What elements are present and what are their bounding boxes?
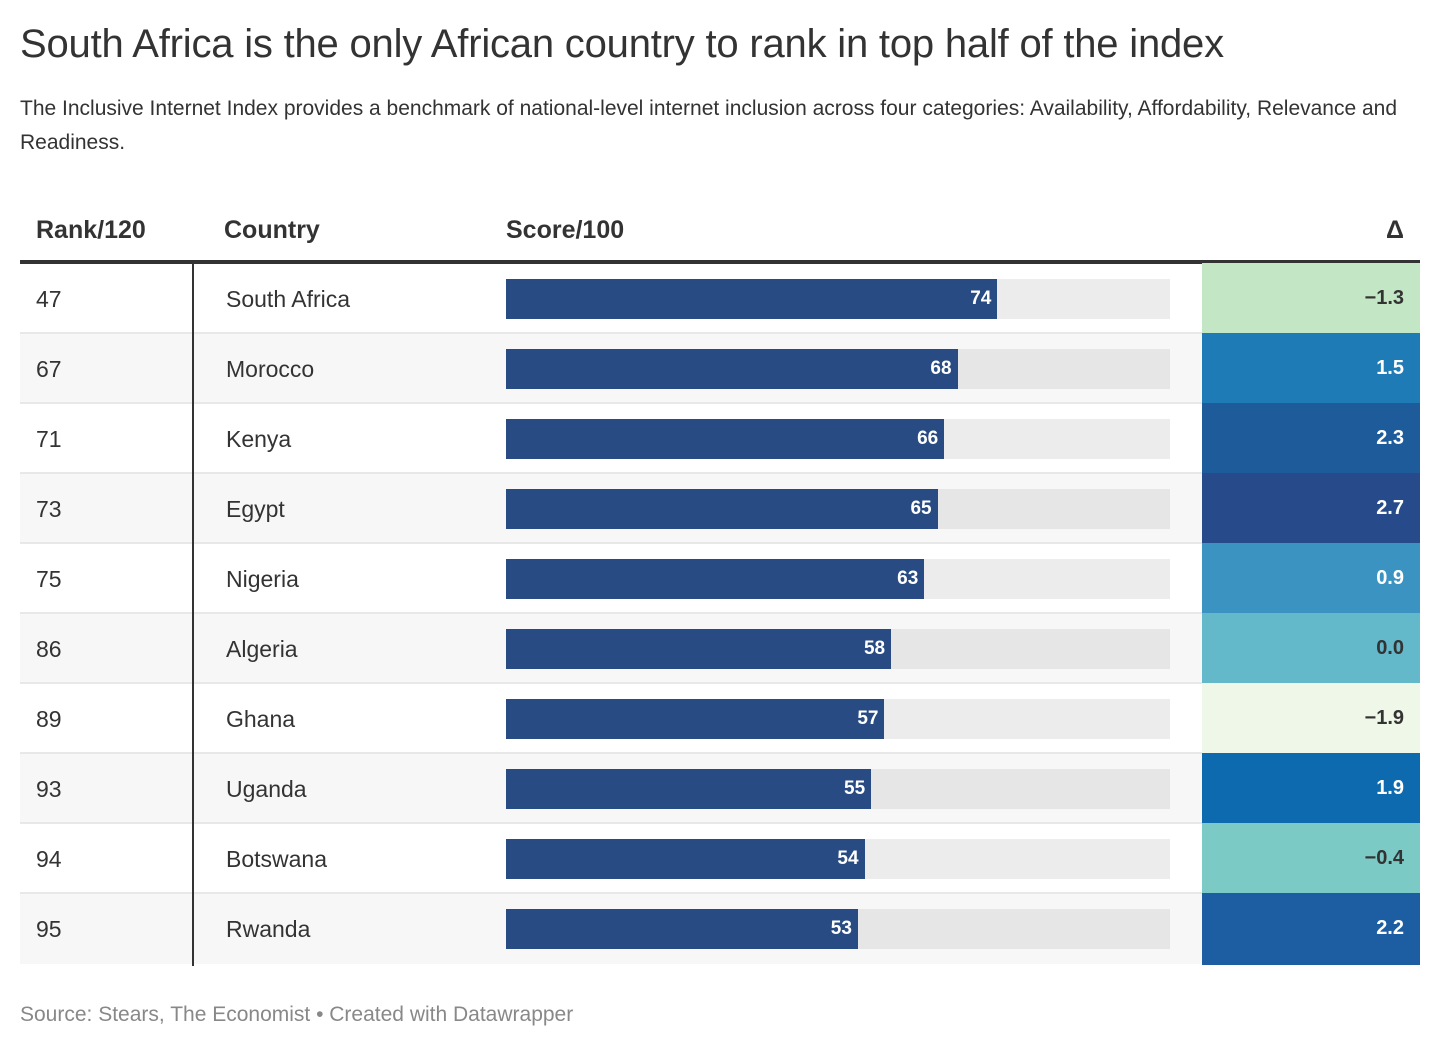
table-row: 73 Egypt 65 2.7 [20, 473, 1420, 546]
score-bar: 53 [506, 909, 858, 949]
delta-cell: 2.7 [1202, 473, 1420, 545]
table-header: Rank/120 Country Score/100 Δ [20, 200, 1420, 264]
delta-cell: −1.3 [1202, 263, 1420, 335]
country-cell: Kenya [226, 426, 292, 452]
score-bar: 63 [506, 559, 925, 599]
table-row: 95 Rwanda 53 2.2 [20, 893, 1420, 966]
source-footer: Source: Stears, The Economist • Created … [20, 1003, 574, 1026]
column-divider [192, 404, 194, 476]
score-bar-track: 65 [506, 489, 1170, 529]
score-bar: 57 [506, 699, 885, 739]
score-bar: 66 [506, 419, 945, 459]
country-cell: Algeria [226, 636, 298, 662]
column-divider [192, 754, 194, 826]
score-label: 57 [857, 708, 879, 729]
country-cell: Nigeria [226, 566, 299, 592]
score-bar: 68 [506, 349, 958, 389]
score-label: 63 [897, 568, 919, 589]
country-cell: Ghana [226, 706, 296, 732]
score-label: 66 [917, 428, 939, 449]
score-bar-track: 57 [506, 699, 1170, 739]
header-rank[interactable]: Rank/120 [36, 216, 146, 244]
table-row: 86 Algeria 58 0.0 [20, 613, 1420, 686]
delta-cell: 0.9 [1202, 543, 1420, 615]
chart-title: South Africa is the only African country… [20, 22, 1224, 66]
delta-cell: 1.5 [1202, 333, 1420, 405]
rank-cell: 71 [36, 426, 62, 452]
delta-cell: 2.2 [1202, 893, 1420, 965]
score-bar-track: 68 [506, 349, 1170, 389]
table-row: 71 Kenya 66 2.3 [20, 403, 1420, 476]
column-divider [192, 684, 194, 756]
score-label: 65 [910, 498, 932, 519]
score-label: 54 [837, 848, 859, 869]
header-delta[interactable]: Δ [1386, 216, 1404, 244]
score-bar-track: 66 [506, 419, 1170, 459]
country-cell: Egypt [226, 496, 285, 522]
rank-cell: 95 [36, 916, 62, 942]
rank-cell: 47 [36, 286, 62, 312]
score-bar-track: 58 [506, 629, 1170, 669]
country-cell: Uganda [226, 776, 307, 802]
rank-cell: 67 [36, 356, 62, 382]
delta-cell: −1.9 [1202, 683, 1420, 755]
column-divider [192, 264, 194, 336]
score-bar-track: 53 [506, 909, 1170, 949]
chart-subtitle: The Inclusive Internet Index provides a … [20, 97, 1398, 154]
column-divider [192, 894, 194, 966]
rank-cell: 93 [36, 776, 62, 802]
score-label: 68 [930, 358, 952, 379]
country-cell: Botswana [226, 846, 328, 872]
score-label: 55 [844, 778, 866, 799]
rank-cell: 89 [36, 706, 62, 732]
score-label: 58 [863, 638, 886, 659]
delta-cell: 1.9 [1202, 753, 1420, 825]
score-bar-track: 63 [506, 559, 1170, 599]
table-row: 47 South Africa 74 −1.3 [20, 263, 1420, 336]
delta-cell: 0.0 [1202, 613, 1420, 685]
table-body: 47 South Africa 74 −1.3 67 Morocco 68 1.5 71 Keny… [20, 263, 1420, 966]
table-row: 75 Nigeria 63 0.9 [20, 543, 1420, 616]
delta-cell: 2.3 [1202, 403, 1420, 475]
score-bar: 54 [506, 839, 865, 879]
column-divider [192, 824, 194, 896]
column-divider [192, 474, 194, 546]
table-row: 93 Uganda 55 1.9 [20, 753, 1420, 826]
table-row: 67 Morocco 68 1.5 [20, 333, 1420, 406]
header-score[interactable]: Score/100 [506, 216, 625, 244]
column-divider [192, 334, 194, 406]
table-row: 89 Ghana 57 −1.9 [20, 683, 1420, 756]
score-label: 53 [830, 918, 852, 939]
country-cell: Rwanda [226, 916, 311, 942]
score-bar-track: 55 [506, 769, 1170, 809]
score-bar: 58 [506, 629, 892, 669]
rank-cell: 75 [36, 566, 62, 592]
score-bar: 55 [506, 769, 872, 809]
country-cell: South Africa [226, 286, 351, 312]
rank-cell: 86 [36, 636, 62, 662]
rank-cell: 73 [36, 496, 62, 522]
table-row: 94 Botswana 54 −0.4 [20, 823, 1420, 896]
column-divider [192, 544, 194, 616]
column-divider [192, 614, 194, 686]
header-country[interactable]: Country [224, 216, 320, 244]
score-bar: 74 [506, 279, 998, 319]
delta-cell: −0.4 [1202, 823, 1420, 895]
ranking-table: Rank/120 Country Score/100 Δ 47 South Afr… [20, 200, 1420, 966]
score-bar-track: 74 [506, 279, 1170, 319]
score-bar-track: 54 [506, 839, 1170, 879]
rank-cell: 94 [36, 846, 62, 872]
country-cell: Morocco [226, 356, 315, 382]
score-label: 74 [970, 288, 992, 309]
score-bar: 65 [506, 489, 938, 529]
